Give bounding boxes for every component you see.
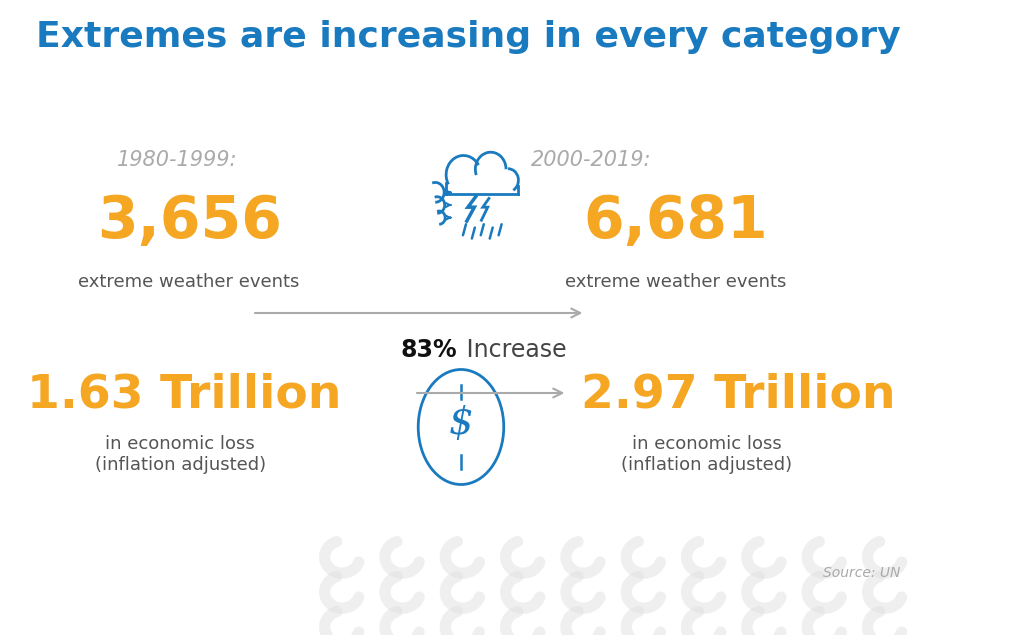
Text: Increase: Increase: [459, 338, 567, 362]
Text: extreme weather events: extreme weather events: [79, 273, 300, 291]
Text: 2000-2019:: 2000-2019:: [531, 150, 651, 170]
Text: $: $: [449, 406, 473, 443]
Text: in economic loss
(inflation adjusted): in economic loss (inflation adjusted): [622, 435, 793, 474]
Text: in economic loss
(inflation adjusted): in economic loss (inflation adjusted): [94, 435, 265, 474]
Text: Source: UN: Source: UN: [823, 566, 900, 580]
Text: extreme weather events: extreme weather events: [564, 273, 786, 291]
Text: 1980-1999:: 1980-1999:: [117, 150, 238, 170]
Text: 6,681: 6,681: [583, 193, 768, 250]
Text: Extremes are increasing in every category: Extremes are increasing in every categor…: [36, 20, 901, 54]
Text: 83%: 83%: [400, 338, 458, 362]
Text: 1.63 Trillion: 1.63 Trillion: [27, 373, 342, 418]
Text: 3,656: 3,656: [96, 193, 282, 250]
Text: 2.97 Trillion: 2.97 Trillion: [581, 373, 895, 418]
